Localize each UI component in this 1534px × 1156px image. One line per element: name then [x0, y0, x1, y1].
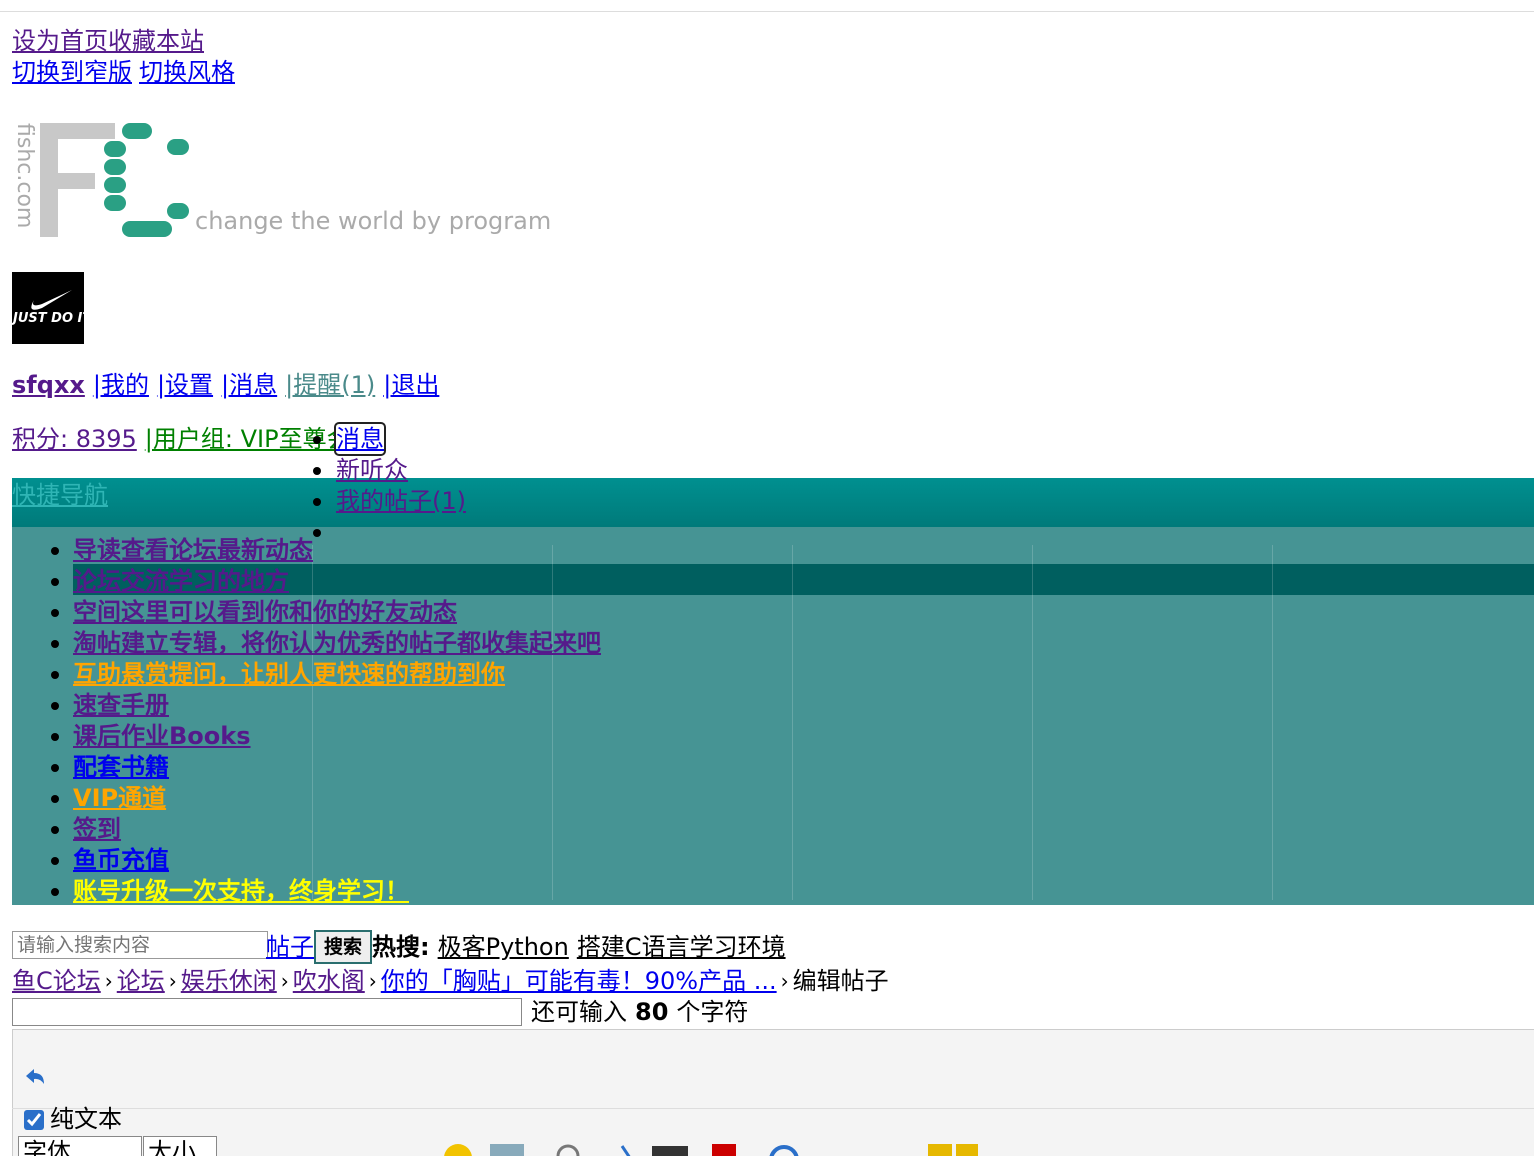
toolbar-icons[interactable]	[440, 1138, 1060, 1156]
bullet	[51, 547, 59, 555]
bullet	[313, 436, 321, 444]
breadcrumb-item[interactable]: 吹水阁	[292, 967, 365, 995]
breadcrumb-item[interactable]: 你的「胸贴」可能有毒！90%产品 ...	[380, 967, 777, 995]
nav-item[interactable]: 鱼币充值	[73, 846, 169, 874]
nav-highlight	[73, 564, 1534, 595]
user-menu-link[interactable]: |退出	[383, 371, 440, 399]
nav-item[interactable]: 论坛交流学习的地方	[73, 567, 289, 595]
bullet	[313, 529, 321, 537]
dropdown-item[interactable]: 我的帖子(1)	[336, 487, 466, 515]
breadcrumb-item[interactable]: 鱼C论坛	[12, 967, 101, 995]
logo-slogan: change the world by program	[195, 207, 551, 235]
nav-item[interactable]: 互助悬赏提问，让别人更快速的帮助到你	[73, 660, 505, 688]
credits[interactable]: 积分: 8395	[12, 425, 137, 453]
logo: fishc.com change the world by program	[12, 123, 551, 237]
mode-icon[interactable]	[22, 1102, 48, 1132]
bullet	[51, 640, 59, 648]
hot-label: 热搜:	[372, 933, 430, 961]
dropdown-item[interactable]: 新听众	[336, 456, 408, 484]
hot-link[interactable]: 极客Python	[437, 933, 569, 961]
bullet	[51, 857, 59, 865]
search-button[interactable]: 搜索	[314, 930, 373, 964]
column-line	[1272, 545, 1273, 900]
size-select[interactable]: 大小	[143, 1136, 217, 1156]
top-link[interactable]: 设为首页	[12, 27, 108, 55]
column-line	[792, 545, 793, 900]
title-counter-prefix: 还可输入	[531, 998, 627, 1026]
bullet	[313, 467, 321, 475]
nav-item[interactable]: 空间这里可以看到你和你的好友动态	[73, 598, 457, 626]
breadcrumb-sep: ›	[780, 969, 789, 993]
top-link[interactable]: 收藏本站	[108, 27, 204, 55]
logo-site: fishc.com	[12, 123, 37, 228]
breadcrumb-sep: ›	[280, 969, 289, 993]
column-line	[552, 545, 553, 900]
search-input[interactable]	[12, 931, 268, 959]
user-menu-link[interactable]: |提醒(1)	[285, 371, 376, 399]
breadcrumb-sep: ›	[168, 969, 177, 993]
breadcrumb-item: 编辑帖子	[792, 967, 889, 995]
column-line	[312, 545, 313, 900]
title-counter-count: 80	[635, 998, 669, 1026]
nav-item[interactable]: 课后作业Books	[73, 722, 251, 750]
nav-item[interactable]: 导读查看论坛最新动态	[73, 536, 313, 564]
style-link[interactable]: 切换到窄版	[12, 58, 132, 86]
bullet	[51, 888, 59, 896]
nav-item[interactable]: 签到	[73, 815, 121, 843]
bullet	[51, 578, 59, 586]
toolbar	[440, 1136, 1060, 1156]
user-menu-link[interactable]: |消息	[221, 371, 278, 399]
editor-mode[interactable]: 纯文本	[50, 1105, 122, 1133]
dropdown-item[interactable]: 消息	[334, 422, 386, 456]
user-menu-link[interactable]: |设置	[156, 371, 214, 399]
undo-icon[interactable]	[22, 1066, 48, 1088]
bullet	[51, 826, 59, 834]
nav-item[interactable]: 配套书籍	[73, 753, 169, 781]
bullet	[51, 764, 59, 772]
nav-band	[12, 478, 1534, 527]
hot-link[interactable]: 搭建C语言学习环境	[576, 933, 786, 961]
bullet	[313, 498, 321, 506]
font-select[interactable]: 字体	[18, 1136, 142, 1156]
bullet	[51, 733, 59, 741]
style-link[interactable]: 切换风格	[139, 58, 235, 86]
breadcrumb-sep: ›	[104, 969, 113, 993]
user-menu-link[interactable]: |我的	[92, 371, 149, 399]
nav-item[interactable]: VIP通道	[73, 784, 167, 812]
top-rule	[0, 11, 1534, 12]
title-counter-suffix: 个字符	[676, 998, 749, 1026]
bullet	[51, 702, 59, 710]
nav-item[interactable]: 速查手册	[73, 691, 169, 719]
nav-item[interactable]: 账号升级一次支持，终身学习！	[73, 877, 409, 905]
bullet	[51, 671, 59, 679]
search-scope[interactable]: 帖子	[266, 933, 314, 961]
breadcrumb-sep: ›	[368, 969, 377, 993]
quick-nav[interactable]: 快捷导航	[12, 481, 108, 509]
editor-divider	[12, 1108, 1534, 1109]
username[interactable]: sfqxx	[12, 371, 85, 399]
column-line	[1032, 545, 1033, 900]
nav-item[interactable]: 淘帖建立专辑，将你认为优秀的帖子都收集起来吧	[73, 629, 601, 657]
editor-box	[12, 1029, 1534, 1156]
title-input[interactable]	[12, 998, 522, 1026]
breadcrumb-item[interactable]: 论坛	[116, 967, 165, 995]
avatar-text: JUST DO IT	[12, 311, 84, 326]
breadcrumb-item[interactable]: 娱乐休闲	[180, 967, 277, 995]
bullet	[51, 609, 59, 617]
bullet	[51, 795, 59, 803]
avatar[interactable]: JUST DO IT	[12, 272, 84, 344]
